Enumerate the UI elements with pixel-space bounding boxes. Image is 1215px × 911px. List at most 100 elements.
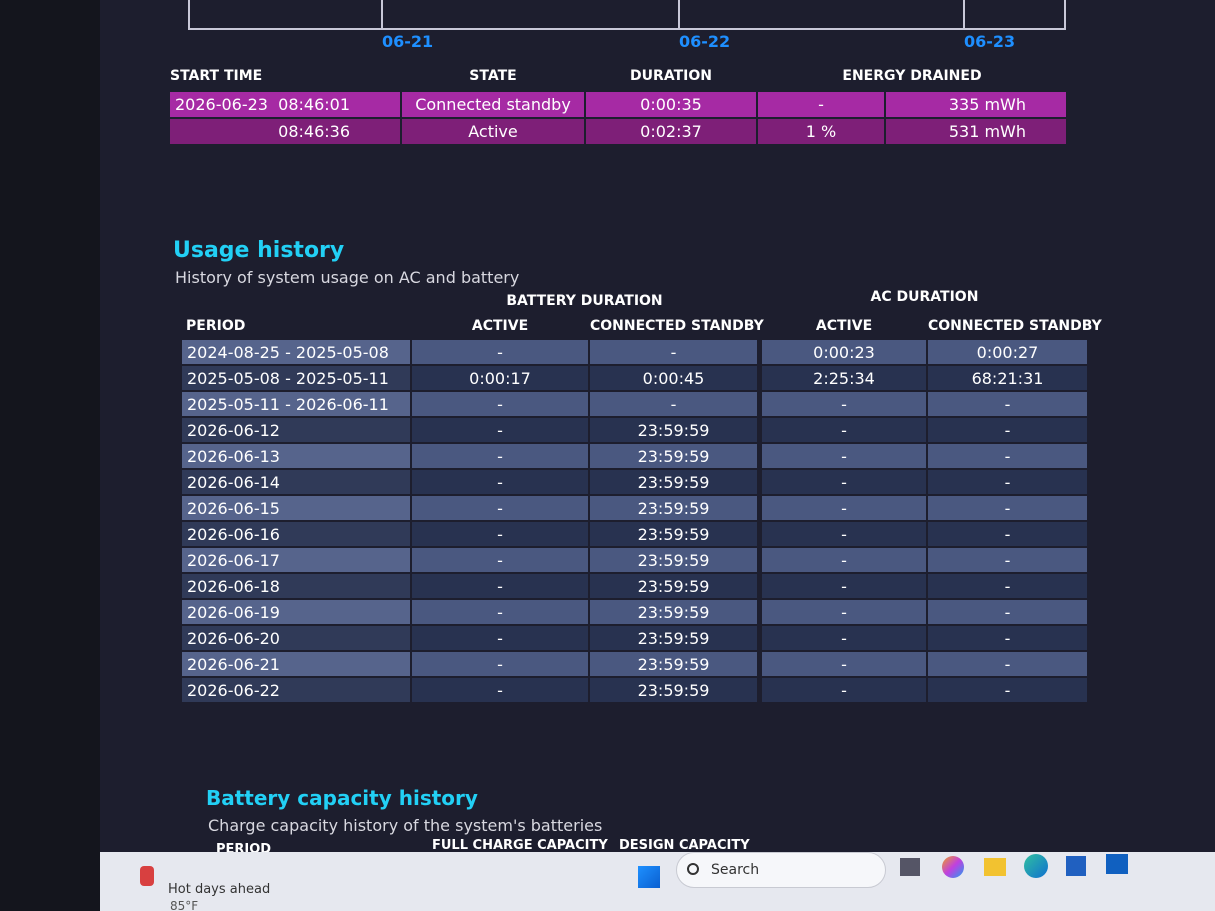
- column-header: CONNECTED STANDBY: [928, 318, 1102, 334]
- table-cell: -: [758, 92, 884, 117]
- table-cell: 23:59:59: [590, 548, 757, 572]
- table-cell: -: [762, 652, 926, 676]
- timeline-frame: [188, 0, 1066, 30]
- table-cell: 2026-06-13: [182, 444, 410, 468]
- timeline-date: 06-21: [382, 32, 434, 51]
- table-cell: -: [928, 522, 1087, 546]
- table-cell: 2026-06-23 08:46:01: [170, 92, 400, 117]
- start-button[interactable]: [638, 866, 660, 888]
- table-cell: -: [928, 548, 1087, 572]
- table-cell: -: [412, 678, 588, 702]
- table-cell: 23:59:59: [590, 496, 757, 520]
- table-cell: -: [762, 678, 926, 702]
- table-cell: 2026-06-12: [182, 418, 410, 442]
- search-icon: [687, 863, 699, 875]
- table-cell: -: [412, 418, 588, 442]
- table-cell: -: [928, 392, 1087, 416]
- table-cell: 2025-05-08 - 2025-05-11: [182, 366, 410, 390]
- table-cell: -: [928, 652, 1087, 676]
- timeline-date: 06-23: [964, 32, 1016, 51]
- table-cell: -: [928, 574, 1087, 598]
- table-cell: 23:59:59: [590, 470, 757, 494]
- table-cell: -: [762, 626, 926, 650]
- table-cell: 68:21:31: [928, 366, 1087, 390]
- timeline-divider: [963, 0, 965, 30]
- table-cell: 2026-06-20: [182, 626, 410, 650]
- copilot-icon[interactable]: [942, 856, 964, 878]
- table-cell: 23:59:59: [590, 522, 757, 546]
- column-header: CONNECTED STANDBY: [590, 318, 764, 334]
- table-cell: 23:59:59: [590, 600, 757, 624]
- timeline-divider: [381, 0, 383, 30]
- table-cell: -: [928, 600, 1087, 624]
- table-cell: 23:59:59: [590, 626, 757, 650]
- weather-temperature: 85°F: [170, 899, 199, 911]
- table-cell: 2026-06-15: [182, 496, 410, 520]
- column-header: ACTIVE: [815, 318, 873, 334]
- table-cell: 23:59:59: [590, 444, 757, 468]
- column-header: FULL CHARGE CAPACITY: [432, 838, 608, 853]
- column-header: PERIOD: [186, 318, 246, 334]
- table-cell: -: [412, 444, 588, 468]
- table-cell: 0:00:23: [762, 340, 926, 364]
- table-cell: 23:59:59: [590, 418, 757, 442]
- table-cell: -: [762, 548, 926, 572]
- table-cell: -: [928, 418, 1087, 442]
- column-header: ENERGY DRAINED: [842, 68, 982, 84]
- edge-icon[interactable]: [1024, 854, 1048, 878]
- section-subtitle: Charge capacity history of the system's …: [208, 816, 603, 835]
- table-cell: 08:46:36: [170, 119, 400, 144]
- table-cell: -: [412, 574, 588, 598]
- table-cell: -: [762, 496, 926, 520]
- table-cell: -: [762, 418, 926, 442]
- table-cell: 2026-06-16: [182, 522, 410, 546]
- table-cell: -: [412, 392, 588, 416]
- table-cell: 0:02:37: [586, 119, 756, 144]
- table-cell: 2026-06-14: [182, 470, 410, 494]
- table-cell: 23:59:59: [590, 574, 757, 598]
- table-cell: -: [590, 392, 757, 416]
- taskview-icon[interactable]: [900, 858, 920, 876]
- table-cell: 0:00:45: [590, 366, 757, 390]
- table-cell: 0:00:35: [586, 92, 756, 117]
- search-label: Search: [711, 862, 760, 878]
- table-cell: -: [928, 470, 1087, 494]
- table-cell: Connected standby: [402, 92, 584, 117]
- table-cell: -: [928, 496, 1087, 520]
- table-cell: -: [762, 470, 926, 494]
- table-cell: -: [412, 600, 588, 624]
- table-cell: 2026-06-19: [182, 600, 410, 624]
- table-cell: -: [928, 678, 1087, 702]
- table-cell: 2026-06-21: [182, 652, 410, 676]
- group-header: BATTERY DURATION: [506, 293, 663, 309]
- explorer-icon[interactable]: [984, 858, 1006, 876]
- table-cell: -: [590, 340, 757, 364]
- table-cell: 1 %: [758, 119, 884, 144]
- screen: 06-21 06-22 06-23 START TIME STATE DURATION EN…: [100, 0, 1215, 857]
- table-cell: -: [762, 574, 926, 598]
- timeline-date: 06-22: [679, 32, 731, 51]
- column-header: STATE: [469, 68, 517, 84]
- table-cell: 23:59:59: [590, 652, 757, 676]
- store-icon[interactable]: [1066, 856, 1086, 876]
- timeline-divider: [678, 0, 680, 30]
- table-cell: -: [762, 392, 926, 416]
- table-cell: -: [412, 652, 588, 676]
- table-cell: 2:25:34: [762, 366, 926, 390]
- group-header: AC DURATION: [870, 289, 979, 305]
- table-cell: 2024-08-25 - 2025-05-08: [182, 340, 410, 364]
- section-subtitle: History of system usage on AC and batter…: [175, 268, 520, 287]
- table-cell: -: [762, 444, 926, 468]
- table-cell: -: [928, 444, 1087, 468]
- table-cell: -: [412, 626, 588, 650]
- terminal-icon[interactable]: [1106, 854, 1128, 874]
- weather-icon[interactable]: [140, 866, 154, 886]
- column-header: ACTIVE: [471, 318, 529, 334]
- section-title: Battery capacity history: [206, 786, 478, 810]
- column-header: DURATION: [630, 68, 712, 84]
- table-cell: -: [412, 340, 588, 364]
- weather-headline[interactable]: Hot days ahead: [168, 882, 271, 897]
- search-box[interactable]: Search: [676, 852, 886, 888]
- table-cell: -: [928, 626, 1087, 650]
